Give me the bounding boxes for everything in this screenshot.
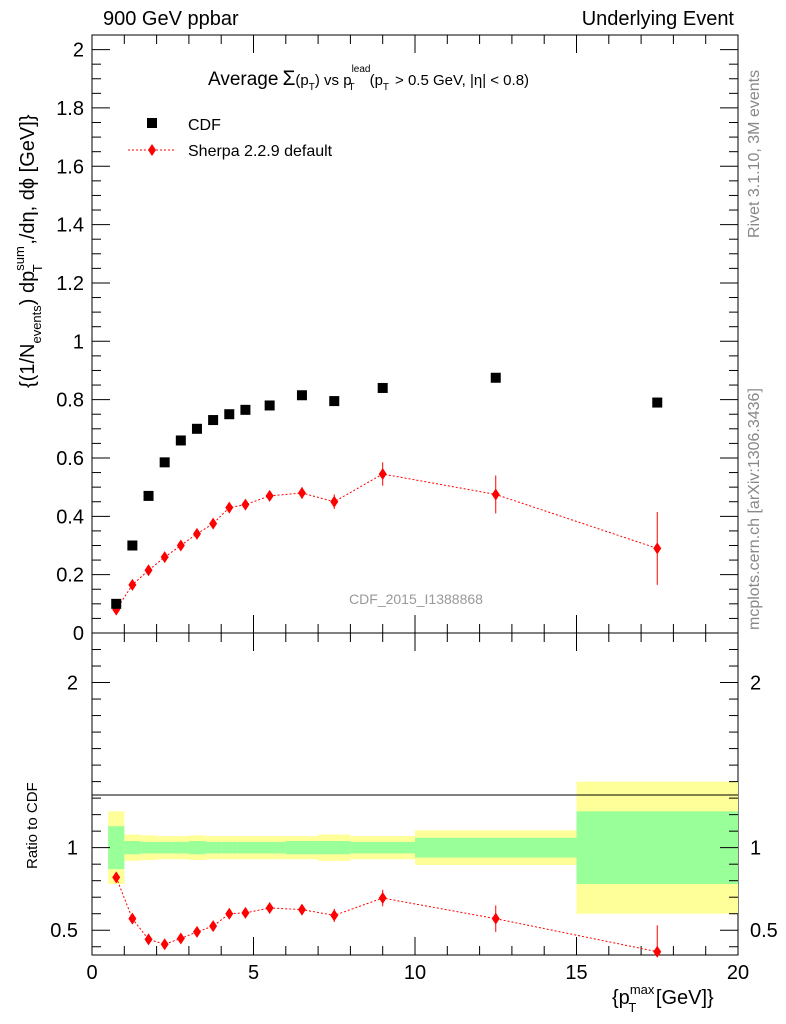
cdf-point (111, 598, 122, 609)
sherpa-point (265, 489, 274, 502)
ratio-band-inner (253, 841, 286, 854)
header-left: 900 GeV ppbar (103, 8, 239, 30)
ratio-y-tick-label: 1 (67, 838, 78, 860)
sherpa-point (297, 486, 306, 499)
ratio-band-inner (318, 841, 351, 855)
sherpa-point (160, 551, 169, 564)
cdf-point (224, 409, 235, 420)
ratio-point (297, 903, 306, 916)
sherpa-point (176, 539, 185, 552)
x-tick-label: 15 (565, 962, 587, 984)
cdf-point (377, 382, 388, 393)
ratio-point (265, 901, 274, 914)
x-axis-label: {pmax T [GeV]} (612, 982, 714, 1015)
ratio-y-tick-label: 0.5 (50, 920, 78, 942)
ratio-point (144, 933, 153, 946)
ratio-band-inner (188, 841, 206, 855)
sherpa-point (225, 501, 234, 514)
sherpa-point (653, 542, 662, 555)
ratio-band-inner (576, 811, 738, 884)
main-y-tick-label: 1.4 (56, 215, 84, 237)
ratio-point (160, 938, 169, 951)
sherpa-point (378, 468, 387, 481)
ratio-band-inner (285, 841, 319, 855)
ratio-bands (108, 781, 738, 914)
main-y-tick-label: 2 (73, 40, 84, 62)
sherpa-point (491, 488, 500, 501)
ratio-point (192, 925, 201, 938)
ratio-line (115, 877, 658, 953)
cdf-point (127, 540, 138, 551)
x-tick-label: 20 (727, 962, 749, 984)
ratio-points (112, 871, 662, 958)
ratio-band-inner (108, 826, 125, 870)
legend-cdf-label: CDF (188, 117, 221, 134)
ratio-band-inner (205, 841, 222, 854)
main-y-tick-label: 1.8 (56, 98, 84, 120)
cdf-point (490, 372, 501, 383)
ratio-band-inner (350, 841, 415, 854)
sherpa-point (192, 527, 201, 540)
x-tick-label: 10 (404, 962, 426, 984)
ratio-y-tick-label-right: 1 (750, 838, 761, 860)
cdf-point (159, 457, 170, 468)
cdf-point (329, 396, 340, 407)
cdf-point (208, 415, 219, 426)
main-y-tick-label: 0.4 (56, 506, 84, 528)
cdf-point (143, 490, 154, 501)
ratio-point (491, 912, 500, 925)
ratio-point (209, 920, 218, 933)
main-y-tick-label: 0.6 (56, 448, 84, 470)
legend-cdf-marker (147, 118, 157, 128)
ratio-point (330, 909, 339, 922)
ratio-point (225, 907, 234, 920)
ratio-y-axis-label: Ratio to CDF (24, 782, 41, 869)
main-y-tick-label: 0.8 (56, 390, 84, 412)
analysis-watermark: CDF_2015_I1388868 (349, 591, 483, 607)
legend-sherpa-marker (148, 144, 156, 156)
ratio-point (112, 871, 121, 884)
sherpa-line (115, 473, 658, 610)
ratio-band-inner (140, 841, 157, 854)
header-right: Underlying Event (581, 8, 734, 30)
ratio-band-inner (237, 841, 254, 854)
main-y-tick-label: 1.2 (56, 273, 84, 295)
main-y-axis-label: {(1/Nevents) dpsum T ,/dη, dϕ [GeV]} (12, 114, 45, 388)
ratio-y-tick-label: 2 (67, 673, 78, 695)
ratio-point (128, 912, 137, 925)
main-points (111, 372, 663, 616)
ratio-band-inner (221, 841, 238, 854)
chart-title: Average Σ(pT) vs plead T (pT > 0.5 GeV, |η| … (208, 64, 529, 93)
cdf-point (175, 435, 186, 446)
ratio-band-inner (415, 837, 577, 858)
x-tick-label: 5 (248, 962, 259, 984)
ratio-point (378, 892, 387, 905)
sherpa-point (144, 564, 153, 577)
ratio-y-tick-label-right: 0.5 (750, 920, 778, 942)
main-y-tick-label: 1.6 (56, 156, 84, 178)
ratio-point (176, 932, 185, 945)
axis-ticks: 0 5 10 15 20 0 0.2 0.4 0.6 0.8 1 1.2 1.4 1.6 1.8 2 0.5 0.… (50, 35, 778, 984)
ratio-y-tick-label-right: 2 (750, 673, 761, 695)
sherpa-point (128, 578, 137, 591)
ratio-point (241, 906, 250, 919)
sherpa-point (209, 517, 218, 530)
sherpa-point (241, 498, 250, 511)
ratio-band-inner (156, 841, 173, 854)
legend-sherpa-label: Sherpa 2.2.9 default (188, 143, 333, 160)
main-y-tick-label: 0.2 (56, 565, 84, 587)
main-y-tick-label: 0 (73, 623, 84, 645)
cdf-point (240, 404, 251, 415)
sherpa-point (330, 495, 339, 508)
cdf-point (264, 400, 275, 411)
cdf-point (191, 423, 202, 434)
ratio-band-inner (124, 841, 141, 855)
main-y-tick-label: 1 (73, 331, 84, 353)
cdf-point (296, 390, 307, 401)
ratio-point (653, 945, 662, 958)
ratio-band-inner (172, 841, 189, 854)
cdf-point (652, 397, 663, 408)
x-tick-label: 0 (86, 962, 97, 984)
